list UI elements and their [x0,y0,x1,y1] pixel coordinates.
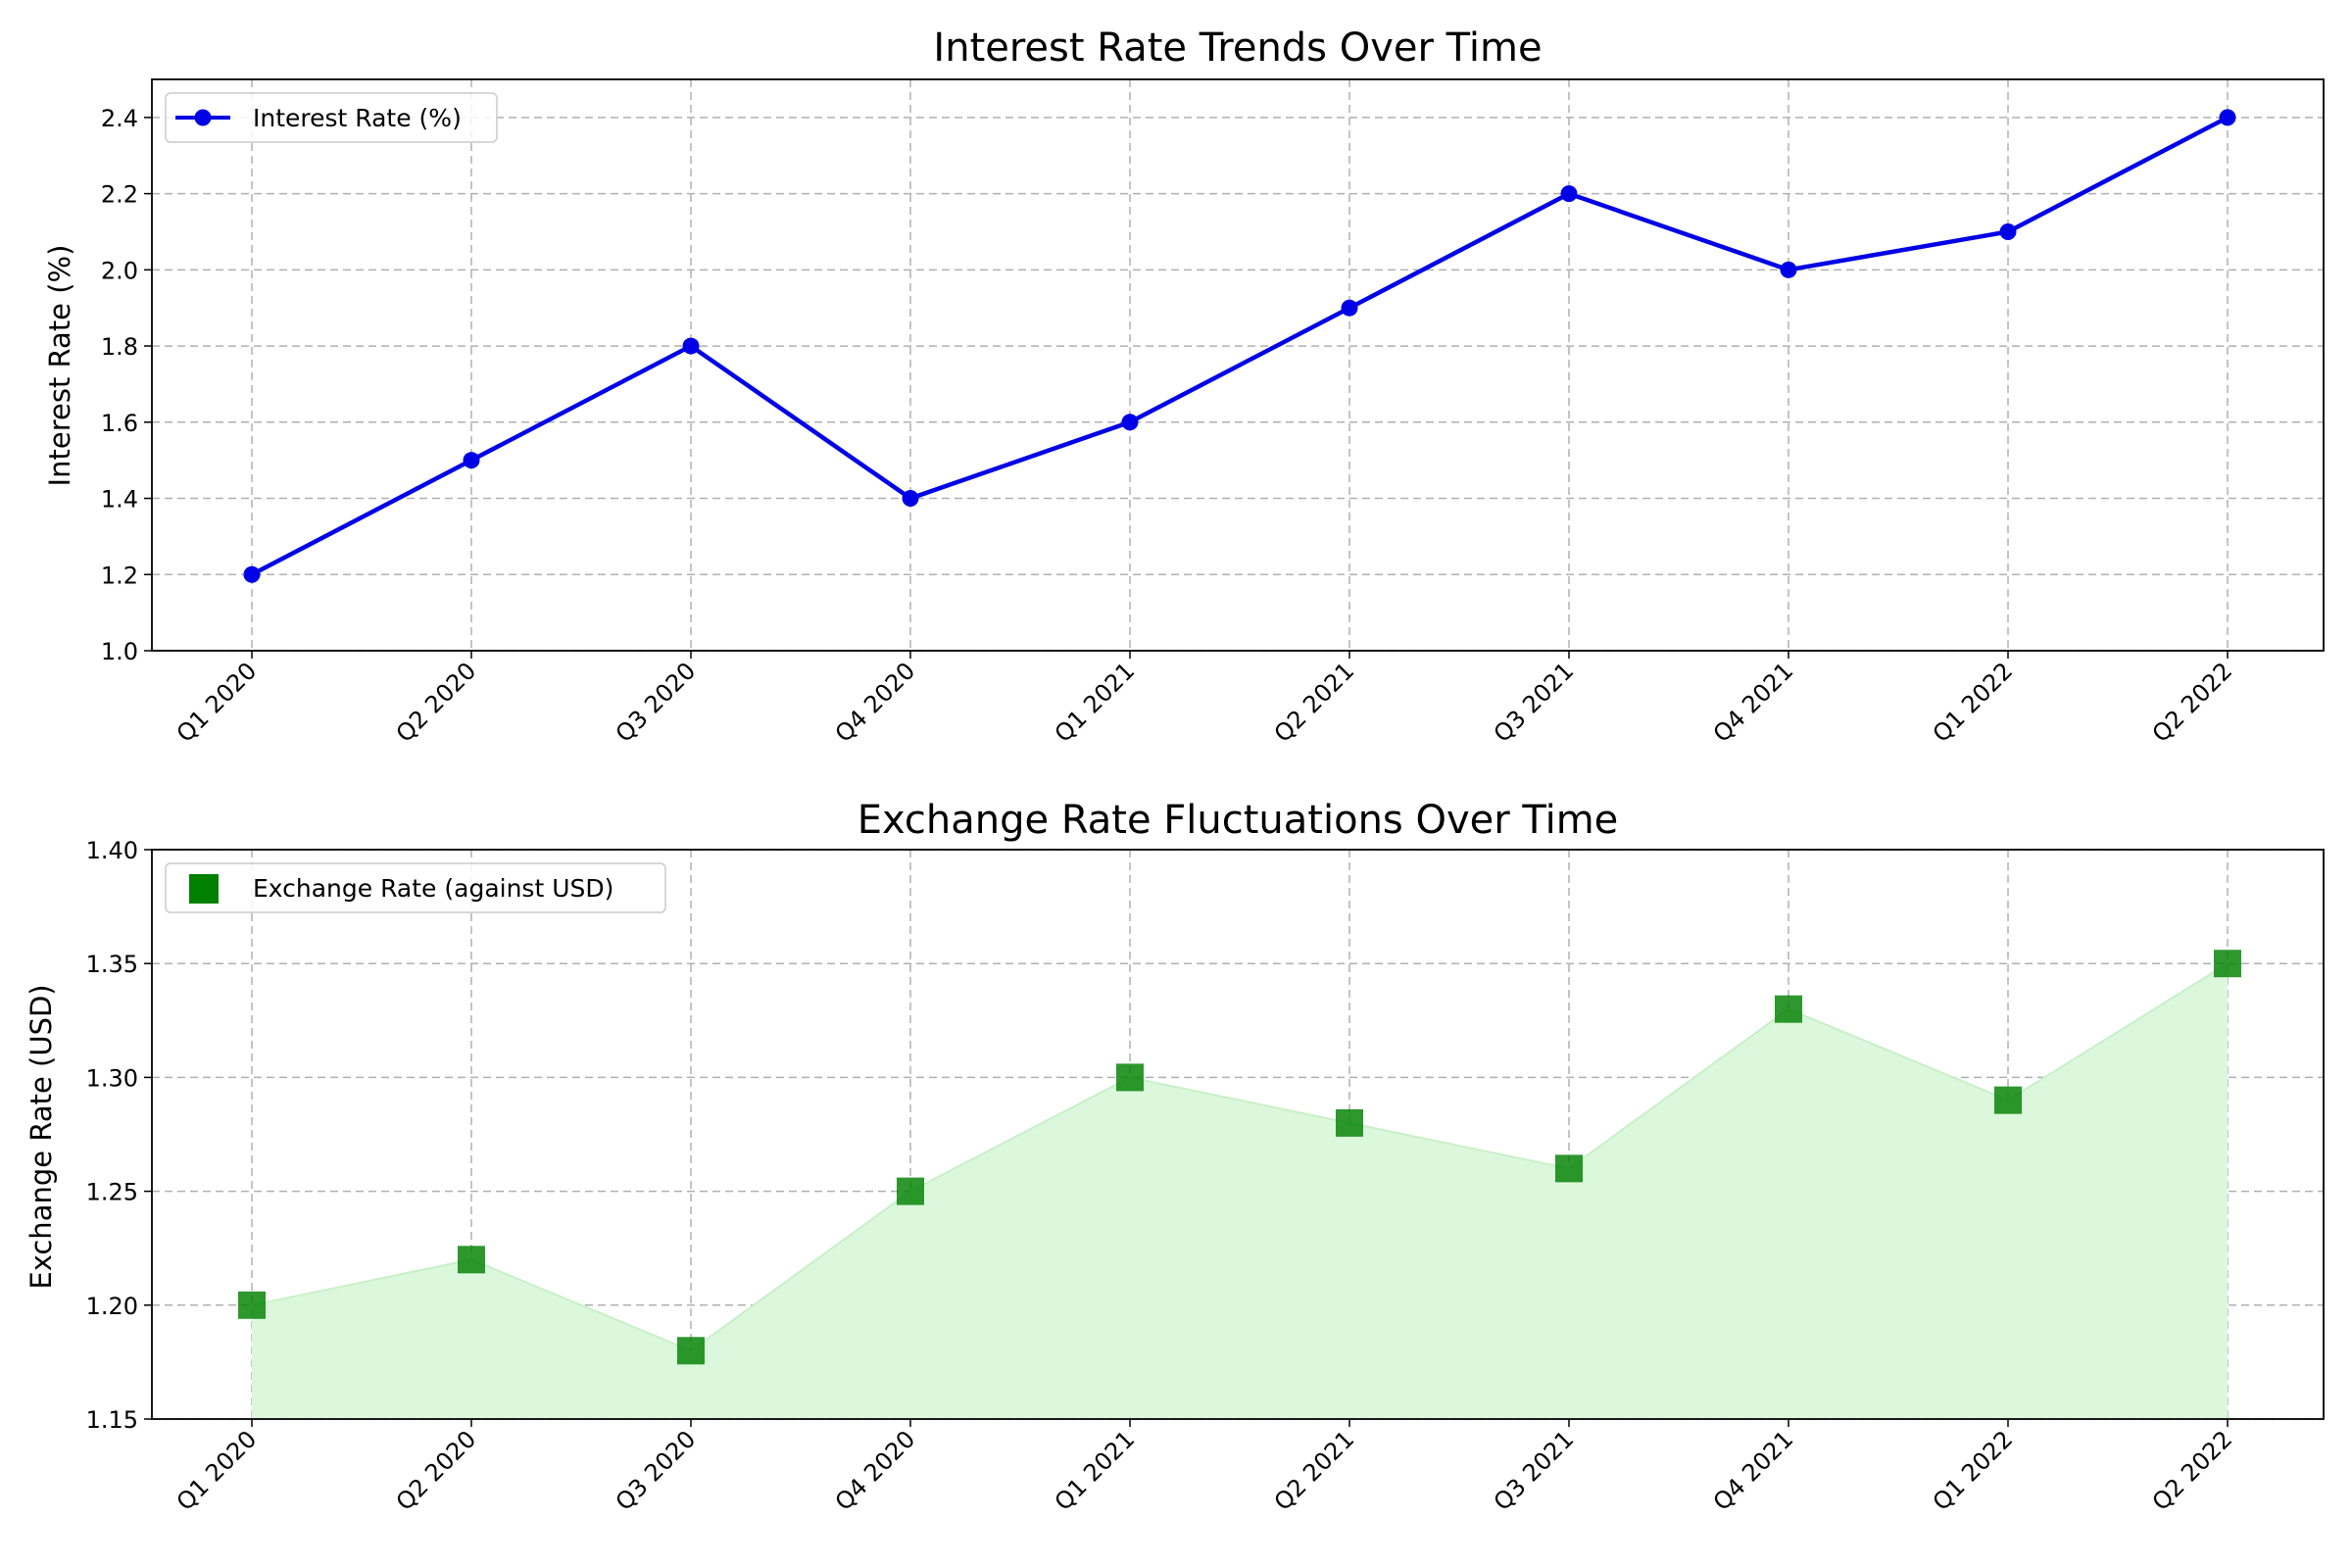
data-point [238,1291,266,1319]
data-point [1116,1063,1144,1092]
area-region [252,963,2228,1419]
y-tick-label: 1.0 [101,638,138,665]
y-tick-label: 1.30 [86,1064,138,1092]
data-point [243,565,261,583]
data-point [2214,950,2241,978]
legend-marker-swatch [194,109,212,126]
plot-frame [151,849,2325,1420]
y-axis-label: Interest Rate (%) [43,245,76,487]
y-tick-label: 1.40 [86,837,138,864]
data-point [897,1177,924,1205]
data-point [902,490,919,508]
data-point [1775,995,1802,1023]
data-point [1560,185,1578,203]
series [238,950,2241,1365]
area-fill [251,962,2229,1419]
y-axis: 1.0 1.2 1.4 1.6 1.8 2.0 2.2 2.4 [101,105,152,665]
legend-marker-swatch [189,874,219,904]
data-point [2219,109,2236,126]
data-point [1780,261,1797,278]
area-outline [251,962,2229,1352]
legend: Interest Rate (%) [165,92,498,143]
y-tick-label: 1.8 [101,333,138,361]
data-point [1555,1154,1583,1183]
data-point [677,1337,705,1365]
legend-label: Exchange Rate (against USD) [253,874,613,903]
plot-frame [151,78,2325,652]
data-point [463,452,480,469]
legend-box [165,92,498,143]
legend-label: Interest Rate (%) [253,104,462,132]
y-tick-label: 1.6 [101,410,138,437]
chart-title: Interest Rate Trends Over Time [933,25,1542,71]
legend-box [165,862,666,913]
legend: Exchange Rate (against USD) [165,862,666,913]
y-tick-label: 1.20 [86,1293,138,1320]
series [243,109,2236,583]
y-tick-label: 1.4 [101,486,138,514]
data-point [1121,414,1139,431]
data-point [682,337,700,355]
y-tick-label: 1.2 [101,562,138,589]
data-point [1341,299,1358,317]
y-tick-label: 2.4 [101,105,138,132]
y-tick-label: 1.15 [86,1406,138,1434]
data-point [1336,1108,1363,1137]
y-axis: 1.15 1.20 1.25 1.30 1.35 1.40 [86,837,152,1434]
y-tick-label: 1.25 [86,1179,138,1206]
data-point [1999,222,2017,240]
y-tick-label: 2.0 [101,257,138,284]
exchange-rate-chart: Exchange Rate Fluctuations Over Time Exc… [24,798,2325,1516]
data-point [1994,1086,2022,1114]
chart-title: Exchange Rate Fluctuations Over Time [858,798,1619,843]
grid [152,79,2324,652]
series-line [250,115,2230,577]
y-axis-label: Exchange Rate (USD) [24,984,58,1289]
y-tick-label: 2.2 [101,181,138,209]
data-point [458,1246,485,1274]
y-tick-label: 1.35 [86,951,138,978]
